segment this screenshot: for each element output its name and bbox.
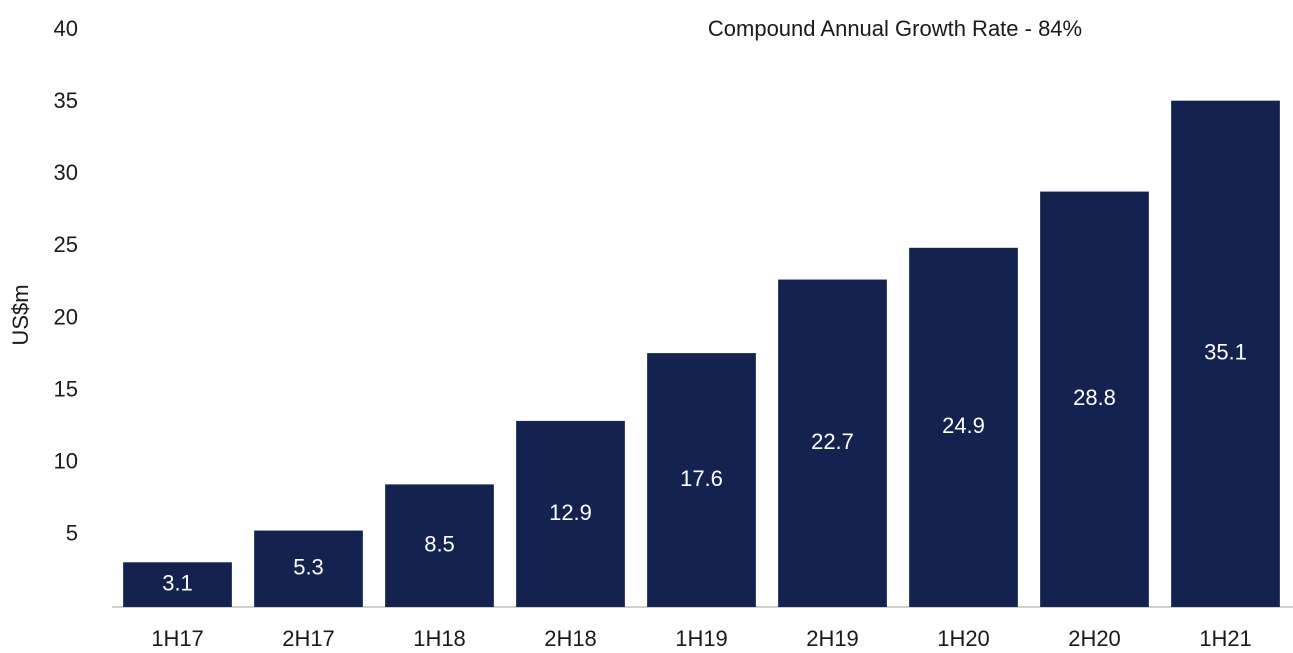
y-tick-label: 20 — [54, 304, 78, 329]
data-label: 5.3 — [293, 555, 324, 580]
data-label: 22.7 — [811, 429, 854, 454]
bar — [385, 484, 494, 607]
bar — [516, 420, 625, 607]
annotation: Compound Annual Growth Rate - 84% — [708, 16, 1082, 41]
data-label: 8.5 — [424, 532, 455, 557]
x-tick-label: 2H17 — [282, 626, 335, 651]
data-label: 35.1 — [1204, 340, 1247, 365]
x-tick-label: 1H20 — [937, 626, 990, 651]
y-tick-label: 5 — [66, 521, 78, 546]
x-tick-label: 1H18 — [413, 626, 466, 651]
y-tick-label: 10 — [54, 449, 78, 474]
y-tick-label: 30 — [54, 160, 78, 185]
y-axis-label: US$m — [8, 284, 33, 345]
x-tick-label: 1H19 — [675, 626, 728, 651]
bar — [1040, 191, 1149, 607]
y-tick-label: 35 — [54, 88, 78, 113]
bar — [254, 530, 363, 607]
bar — [1171, 100, 1280, 608]
bar — [778, 279, 887, 607]
x-tick-label: 2H18 — [544, 626, 597, 651]
data-label: 3.1 — [162, 570, 193, 595]
x-tick-label: 2H20 — [1068, 626, 1121, 651]
y-tick-label: 15 — [54, 376, 78, 401]
bar — [123, 562, 232, 607]
data-label: 17.6 — [680, 466, 723, 491]
bar — [647, 353, 756, 607]
x-tick-label: 1H21 — [1199, 626, 1252, 651]
y-tick-label: 40 — [54, 16, 78, 41]
x-tick-label: 2H19 — [806, 626, 859, 651]
data-label: 28.8 — [1073, 385, 1116, 410]
x-tick-label: 1H17 — [151, 626, 204, 651]
bar — [909, 247, 1018, 607]
data-label: 24.9 — [942, 413, 985, 438]
y-tick-label: 25 — [54, 232, 78, 257]
data-label: 12.9 — [549, 500, 592, 525]
